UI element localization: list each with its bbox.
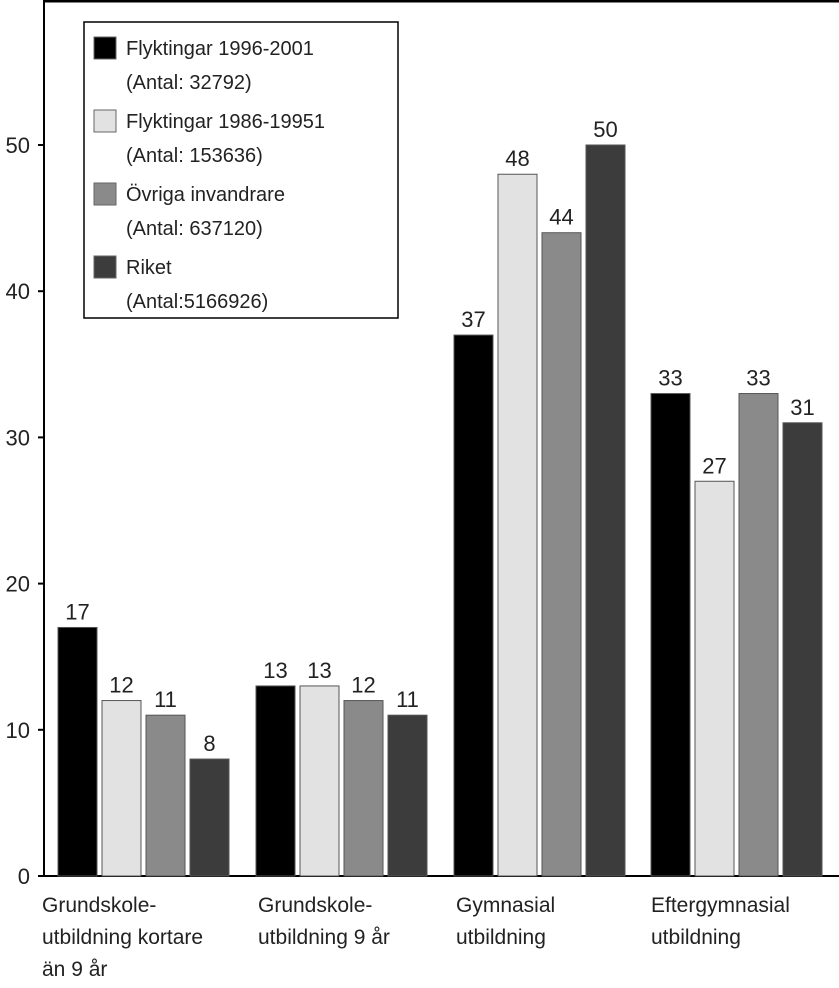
legend-entry-text: Flyktingar 1996-2001 [126, 38, 314, 60]
data-labels-group: 17 12 11 8 13 13 12 11 37 48 44 50 33 27 33 31 [65, 117, 814, 756]
bar [101, 700, 142, 877]
bars-group [57, 144, 823, 877]
data-label: 50 [593, 117, 617, 142]
data-label: 8 [203, 731, 215, 756]
legend-entry-text: Riket [126, 257, 172, 279]
legend-entry-text: (Antal: 153636) [126, 145, 263, 167]
data-label: 12 [351, 673, 375, 698]
bar [453, 334, 494, 877]
data-label: 17 [65, 599, 89, 624]
category-label-line: Gymnasial [456, 894, 555, 917]
bar [541, 232, 582, 877]
bar [299, 685, 340, 877]
legend-swatch [93, 255, 117, 279]
data-label: 11 [154, 687, 177, 712]
data-label: 48 [505, 146, 529, 171]
y-tick-group: 0 10 20 30 40 50 [6, 133, 44, 889]
bar [497, 173, 538, 877]
category-labels-group: Grundskole-utbildning kortare än 9 årGrun… [42, 894, 790, 981]
legend-entry-text: Flyktingar 1986-19951 [126, 111, 325, 133]
y-tick-label: 40 [6, 279, 30, 304]
category-label: Grundskole-utbildning 9 år [258, 894, 390, 949]
data-label: 11 [396, 687, 419, 712]
legend-entry-text: (Antal: 637120) [126, 218, 263, 240]
data-label: 31 [790, 395, 814, 420]
data-label: 12 [109, 673, 133, 698]
category-label: Eftergymnasial utbildning [651, 894, 790, 949]
category-label-line: Grundskole- [42, 894, 156, 917]
category-label-line: Grundskole- [258, 894, 372, 917]
category-label-line: utbildning [651, 926, 741, 949]
bar [189, 758, 230, 877]
y-tick-label: 30 [6, 425, 30, 450]
data-label: 13 [307, 658, 331, 683]
category-label-line: utbildning kortare [42, 926, 203, 949]
bar [585, 144, 626, 877]
bar [387, 714, 428, 877]
bar [343, 700, 384, 877]
data-label: 27 [702, 453, 726, 478]
y-tick-label: 50 [6, 133, 30, 158]
data-label: 37 [461, 307, 485, 332]
data-label: 33 [658, 366, 682, 391]
bar [255, 685, 296, 877]
data-label: 33 [746, 366, 770, 391]
category-label-line: utbildning 9 år [258, 926, 390, 949]
category-label: Gymnasial utbildning [456, 894, 555, 949]
legend-swatch [93, 109, 117, 133]
category-label-line: utbildning [456, 926, 546, 949]
data-label: 44 [549, 205, 573, 230]
bar [650, 393, 691, 877]
category-label-line: Eftergymnasial [651, 894, 790, 917]
bar [145, 714, 186, 877]
y-tick-label: 20 [6, 572, 30, 597]
y-tick-label: 10 [6, 718, 30, 743]
y-tick-label: 0 [18, 864, 30, 889]
legend-box [83, 21, 399, 319]
legend: Flyktingar 1996-2001 (Antal: 32792) Flykti… [83, 21, 399, 319]
bar [782, 422, 823, 877]
data-label: 13 [263, 658, 287, 683]
bar [694, 480, 735, 877]
legend-swatch [93, 182, 117, 206]
legend-entry-text: (Antal:5166926) [126, 291, 268, 313]
bar [57, 626, 98, 877]
category-label: Grundskole-utbildning kortare än 9 år [42, 894, 203, 981]
legend-entry-text: (Antal: 32792) [126, 72, 252, 94]
bar [738, 393, 779, 877]
legend-entry-text: Övriga invandrare [126, 184, 285, 206]
category-label-line: än 9 år [42, 958, 107, 981]
legend-swatch [93, 36, 117, 60]
